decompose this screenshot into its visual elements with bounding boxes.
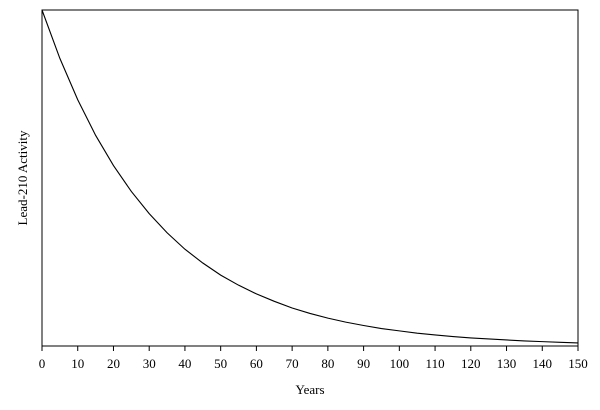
plot-frame xyxy=(41,9,579,347)
x-tick-label: 10 xyxy=(71,356,84,371)
x-axis-tick-labels: 0 10 20 30 40 50 60 70 80 90 100 110 120 130 140 150 xyxy=(39,356,588,371)
x-tick-label: 120 xyxy=(461,356,481,371)
x-tick-label: 50 xyxy=(214,356,227,371)
x-tick-label: 30 xyxy=(143,356,156,371)
x-tick-label: 20 xyxy=(107,356,120,371)
x-tick-label: 100 xyxy=(390,356,410,371)
series-line-lead-210 xyxy=(41,9,579,344)
x-tick-label: 40 xyxy=(178,356,191,371)
x-tick-label: 0 xyxy=(39,356,46,371)
x-tick-label: 130 xyxy=(497,356,517,371)
x-tick-label: 150 xyxy=(568,356,588,371)
x-axis-ticks xyxy=(41,346,579,351)
x-tick-label: 70 xyxy=(286,356,299,371)
y-axis-label: Lead-210 Activity xyxy=(15,130,30,225)
x-tick-label: 90 xyxy=(357,356,370,371)
x-tick-label: 110 xyxy=(426,356,445,371)
x-tick-label: 60 xyxy=(250,356,263,371)
x-axis-label: Years xyxy=(295,382,324,397)
x-tick-label: 140 xyxy=(533,356,553,371)
x-tick-label: 80 xyxy=(321,356,334,371)
